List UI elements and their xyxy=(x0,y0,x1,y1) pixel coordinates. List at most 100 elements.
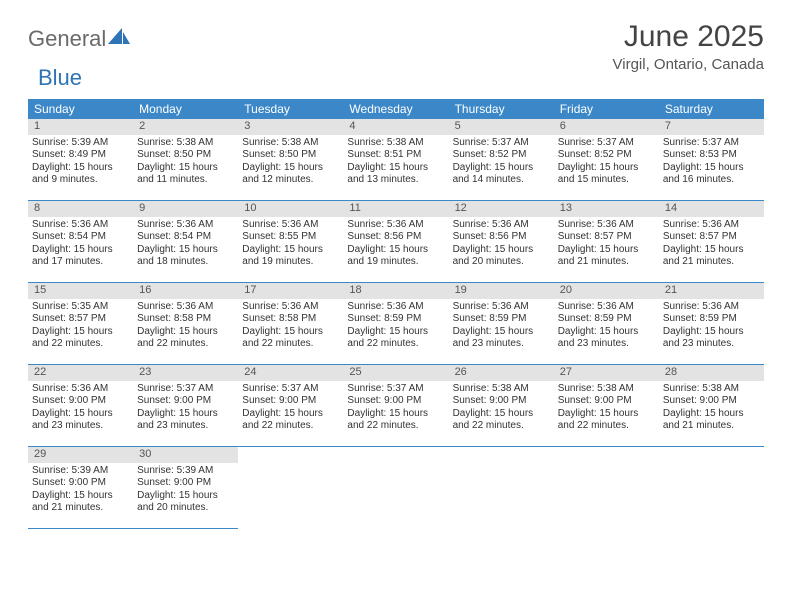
day-number: 2 xyxy=(133,119,238,135)
sunset-text: Sunset: 8:57 PM xyxy=(663,231,760,244)
day-number: 25 xyxy=(343,365,448,381)
sunset-text: Sunset: 8:58 PM xyxy=(137,313,234,326)
daylight-text: Daylight: 15 hours xyxy=(663,244,760,257)
calendar-cell: 20Sunrise: 5:36 AMSunset: 8:59 PMDayligh… xyxy=(554,283,659,365)
daylight-text: and 23 minutes. xyxy=(558,338,655,351)
daylight-text: and 17 minutes. xyxy=(32,256,129,269)
day-number: 11 xyxy=(343,201,448,217)
calendar: SundayMondayTuesdayWednesdayThursdayFrid… xyxy=(28,99,764,529)
calendar-cell: 9Sunrise: 5:36 AMSunset: 8:54 PMDaylight… xyxy=(133,201,238,283)
day-header: Monday xyxy=(133,99,238,119)
sunset-text: Sunset: 8:59 PM xyxy=(347,313,444,326)
sunrise-text: Sunrise: 5:38 AM xyxy=(242,137,339,150)
sunrise-text: Sunrise: 5:36 AM xyxy=(137,219,234,232)
daylight-text: and 22 minutes. xyxy=(32,338,129,351)
day-number: 13 xyxy=(554,201,659,217)
day-number: 5 xyxy=(449,119,554,135)
daylight-text: and 12 minutes. xyxy=(242,174,339,187)
sunrise-text: Sunrise: 5:39 AM xyxy=(137,465,234,478)
day-content: Sunrise: 5:37 AMSunset: 9:00 PMDaylight:… xyxy=(238,381,343,437)
daylight-text: Daylight: 15 hours xyxy=(453,162,550,175)
calendar-cell-empty xyxy=(449,447,554,529)
day-content: Sunrise: 5:38 AMSunset: 8:51 PMDaylight:… xyxy=(343,135,448,191)
sunset-text: Sunset: 8:58 PM xyxy=(242,313,339,326)
daylight-text: Daylight: 15 hours xyxy=(453,326,550,339)
calendar-cell: 14Sunrise: 5:36 AMSunset: 8:57 PMDayligh… xyxy=(659,201,764,283)
daylight-text: and 16 minutes. xyxy=(663,174,760,187)
sunset-text: Sunset: 8:59 PM xyxy=(663,313,760,326)
sunrise-text: Sunrise: 5:36 AM xyxy=(558,219,655,232)
daylight-text: Daylight: 15 hours xyxy=(347,408,444,421)
sunrise-text: Sunrise: 5:36 AM xyxy=(242,219,339,232)
sunrise-text: Sunrise: 5:37 AM xyxy=(347,383,444,396)
daylight-text: Daylight: 15 hours xyxy=(347,244,444,257)
day-content: Sunrise: 5:37 AMSunset: 8:52 PMDaylight:… xyxy=(449,135,554,191)
daylight-text: and 22 minutes. xyxy=(347,420,444,433)
calendar-cell: 4Sunrise: 5:38 AMSunset: 8:51 PMDaylight… xyxy=(343,119,448,201)
daylight-text: and 15 minutes. xyxy=(558,174,655,187)
day-content: Sunrise: 5:37 AMSunset: 8:53 PMDaylight:… xyxy=(659,135,764,191)
calendar-cell: 30Sunrise: 5:39 AMSunset: 9:00 PMDayligh… xyxy=(133,447,238,529)
daylight-text: Daylight: 15 hours xyxy=(32,162,129,175)
calendar-cell: 21Sunrise: 5:36 AMSunset: 8:59 PMDayligh… xyxy=(659,283,764,365)
daylight-text: Daylight: 15 hours xyxy=(663,162,760,175)
daylight-text: Daylight: 15 hours xyxy=(347,162,444,175)
sunrise-text: Sunrise: 5:37 AM xyxy=(558,137,655,150)
sunrise-text: Sunrise: 5:37 AM xyxy=(137,383,234,396)
day-number: 23 xyxy=(133,365,238,381)
daylight-text: and 23 minutes. xyxy=(137,420,234,433)
sunset-text: Sunset: 8:57 PM xyxy=(32,313,129,326)
daylight-text: Daylight: 15 hours xyxy=(242,326,339,339)
daylight-text: and 22 minutes. xyxy=(242,420,339,433)
calendar-cell: 18Sunrise: 5:36 AMSunset: 8:59 PMDayligh… xyxy=(343,283,448,365)
daylight-text: Daylight: 15 hours xyxy=(558,408,655,421)
sunset-text: Sunset: 9:00 PM xyxy=(558,395,655,408)
daylight-text: and 21 minutes. xyxy=(663,420,760,433)
daylight-text: and 22 minutes. xyxy=(347,338,444,351)
day-number: 30 xyxy=(133,447,238,463)
daylight-text: and 11 minutes. xyxy=(137,174,234,187)
calendar-cell: 12Sunrise: 5:36 AMSunset: 8:56 PMDayligh… xyxy=(449,201,554,283)
calendar-cell: 25Sunrise: 5:37 AMSunset: 9:00 PMDayligh… xyxy=(343,365,448,447)
day-content: Sunrise: 5:37 AMSunset: 9:00 PMDaylight:… xyxy=(343,381,448,437)
sunset-text: Sunset: 8:54 PM xyxy=(32,231,129,244)
sunrise-text: Sunrise: 5:39 AM xyxy=(32,137,129,150)
sunrise-text: Sunrise: 5:36 AM xyxy=(347,301,444,314)
sunrise-text: Sunrise: 5:36 AM xyxy=(663,219,760,232)
sunrise-text: Sunrise: 5:36 AM xyxy=(663,301,760,314)
day-header: Tuesday xyxy=(238,99,343,119)
logo-sail-icon xyxy=(108,26,130,52)
calendar-cell: 22Sunrise: 5:36 AMSunset: 9:00 PMDayligh… xyxy=(28,365,133,447)
daylight-text: and 23 minutes. xyxy=(453,338,550,351)
calendar-cell: 7Sunrise: 5:37 AMSunset: 8:53 PMDaylight… xyxy=(659,119,764,201)
daylight-text: Daylight: 15 hours xyxy=(453,244,550,257)
title-block: June 2025 Virgil, Ontario, Canada xyxy=(613,20,764,73)
sunrise-text: Sunrise: 5:39 AM xyxy=(32,465,129,478)
day-content: Sunrise: 5:36 AMSunset: 8:59 PMDaylight:… xyxy=(659,299,764,355)
daylight-text: Daylight: 15 hours xyxy=(663,326,760,339)
sunset-text: Sunset: 8:56 PM xyxy=(453,231,550,244)
calendar-cell: 3Sunrise: 5:38 AMSunset: 8:50 PMDaylight… xyxy=(238,119,343,201)
location: Virgil, Ontario, Canada xyxy=(613,56,764,73)
sunrise-text: Sunrise: 5:36 AM xyxy=(347,219,444,232)
calendar-page: General June 2025 Virgil, Ontario, Canad… xyxy=(0,0,792,539)
calendar-cell: 24Sunrise: 5:37 AMSunset: 9:00 PMDayligh… xyxy=(238,365,343,447)
daylight-text: and 20 minutes. xyxy=(453,256,550,269)
calendar-cell: 17Sunrise: 5:36 AMSunset: 8:58 PMDayligh… xyxy=(238,283,343,365)
calendar-cell: 10Sunrise: 5:36 AMSunset: 8:55 PMDayligh… xyxy=(238,201,343,283)
daylight-text: Daylight: 15 hours xyxy=(558,162,655,175)
calendar-cell: 28Sunrise: 5:38 AMSunset: 9:00 PMDayligh… xyxy=(659,365,764,447)
day-content: Sunrise: 5:37 AMSunset: 9:00 PMDaylight:… xyxy=(133,381,238,437)
sunset-text: Sunset: 9:00 PM xyxy=(242,395,339,408)
logo-text-blue: Blue xyxy=(28,65,82,91)
day-content: Sunrise: 5:38 AMSunset: 9:00 PMDaylight:… xyxy=(554,381,659,437)
sunset-text: Sunset: 8:59 PM xyxy=(453,313,550,326)
daylight-text: and 21 minutes. xyxy=(558,256,655,269)
day-number: 20 xyxy=(554,283,659,299)
day-content: Sunrise: 5:37 AMSunset: 8:52 PMDaylight:… xyxy=(554,135,659,191)
sunset-text: Sunset: 8:51 PM xyxy=(347,149,444,162)
day-content: Sunrise: 5:36 AMSunset: 8:56 PMDaylight:… xyxy=(449,217,554,273)
calendar-cell: 13Sunrise: 5:36 AMSunset: 8:57 PMDayligh… xyxy=(554,201,659,283)
sunrise-text: Sunrise: 5:38 AM xyxy=(663,383,760,396)
daylight-text: and 19 minutes. xyxy=(347,256,444,269)
